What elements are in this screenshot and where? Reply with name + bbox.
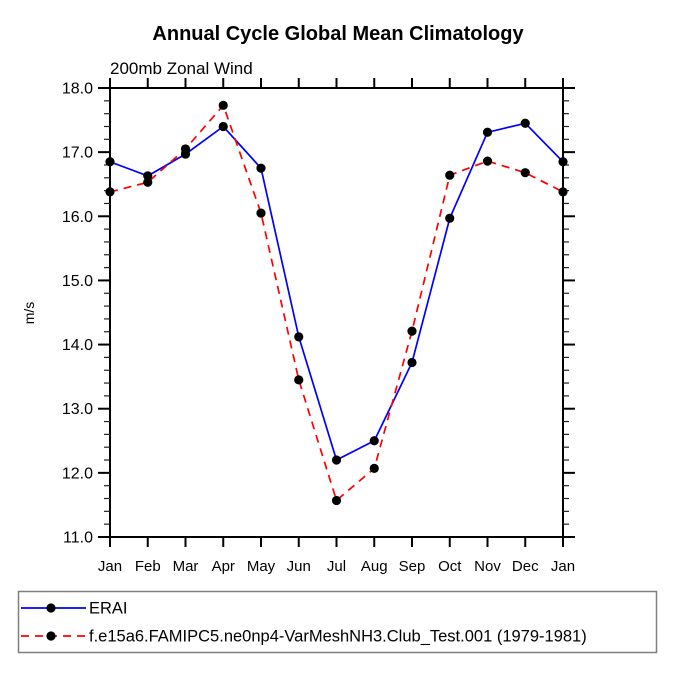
data-point [520, 118, 530, 128]
legend-marker [46, 631, 56, 641]
data-point [520, 168, 530, 178]
x-tick-label: Jul [327, 558, 346, 575]
data-point [407, 357, 417, 368]
data-point [105, 187, 115, 197]
y-tick-label: 14.0 [62, 337, 93, 354]
chart-title: Annual Cycle Global Mean Climatology [152, 23, 524, 45]
plot-frame [109, 87, 564, 538]
data-point [143, 171, 153, 181]
data-point [445, 213, 455, 223]
y-tick-label: 16.0 [62, 209, 93, 226]
data-point [407, 326, 417, 336]
data-point [482, 127, 493, 137]
y-tick-label: 11.0 [63, 530, 93, 547]
data-point [143, 177, 153, 187]
y-tick-label: 13.0 [62, 401, 93, 418]
x-tick-label: Dec [512, 558, 539, 575]
legend-label: ERAI [89, 600, 128, 618]
legend-marker [46, 603, 56, 613]
x-tick-label: Nov [474, 558, 501, 575]
data-point [294, 375, 304, 385]
x-tick-label: Jun [287, 558, 311, 575]
data-point [558, 157, 568, 167]
x-tick-label: Sep [399, 558, 426, 575]
data-point [294, 332, 304, 342]
series-markers [105, 100, 568, 506]
data-point [558, 187, 568, 197]
data-point [482, 156, 493, 166]
axes: 11.0 12.0 13.0 14.0 15.0 16.0 17.0 18.0 Jan Feb Ma… [62, 78, 575, 575]
data-point [180, 144, 191, 154]
data-point [218, 100, 228, 110]
x-tick-label: Aug [361, 558, 388, 575]
data-point [256, 208, 266, 218]
x-tick-label: Mar [173, 558, 199, 575]
data-point [218, 121, 228, 132]
legend: ERAI f.e15a6.FAMIPC5.ne0np4-VarMeshNH3.Cl… [17, 590, 658, 654]
y-tick-label: 15.0 [62, 273, 93, 290]
y-tick-label: 18.0 [62, 81, 93, 98]
y-axis-label: m/s [21, 302, 37, 325]
x-tick-label: Jan [98, 558, 122, 575]
legend-box [17, 590, 658, 654]
series-line-1 [109, 103, 564, 502]
series-line-0 [109, 122, 564, 462]
x-tick-label: Apr [212, 558, 235, 575]
x-tick-label: Feb [135, 558, 161, 575]
data-point [331, 495, 342, 506]
x-tick-label: Oct [438, 558, 462, 575]
data-point [331, 455, 342, 465]
y-tick-label: 12.0 [62, 465, 93, 482]
series-lines [109, 103, 564, 502]
legend-label: f.e15a6.FAMIPC5.ne0np4-VarMeshNH3.Club_T… [89, 628, 587, 646]
y-tick-label: 17.0 [62, 145, 93, 162]
data-point [105, 157, 115, 167]
data-point [256, 163, 266, 173]
data-point [445, 170, 455, 180]
chart-subtitle: 200mb Zonal Wind [110, 59, 253, 78]
x-tick-label: May [247, 558, 276, 575]
data-point [369, 463, 379, 473]
x-tick-label: Jan [551, 558, 575, 575]
data-point [369, 436, 379, 446]
